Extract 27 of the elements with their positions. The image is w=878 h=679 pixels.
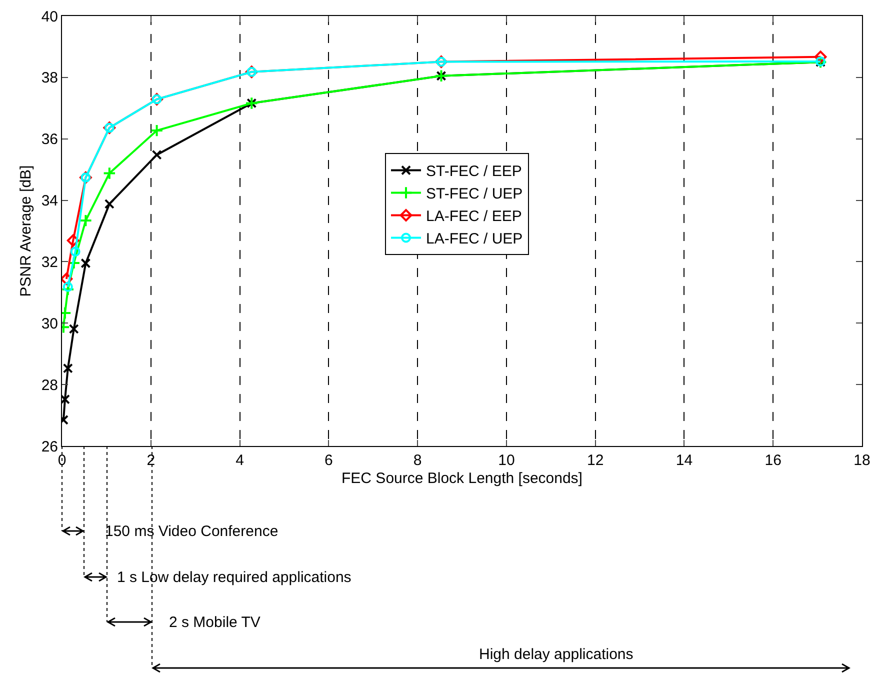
x-tick-label: 8 (413, 452, 422, 469)
x-tick-label: 12 (586, 452, 604, 469)
y-tick-label: 30 (41, 315, 58, 332)
y-tick-label: 28 (41, 376, 58, 394)
legend-label: ST-FEC / EEP (426, 163, 522, 180)
x-tick-label: 0 (58, 452, 66, 469)
x-tick-label: 4 (236, 452, 244, 469)
y-tick-label: 38 (41, 70, 58, 87)
legend-label: LA-FEC / EEP (426, 208, 522, 226)
y-tick-label: 36 (41, 131, 58, 148)
y-tick-label: 40 (41, 8, 58, 26)
legend-label: LA-FEC / UEP (426, 230, 523, 248)
y-tick-label: 26 (41, 438, 58, 456)
x-tick-label: 16 (764, 452, 782, 469)
text: 2 s Mobile TV (169, 614, 260, 631)
text: 1 s Low delay required applications (117, 569, 352, 586)
y-tick-label: 32 (41, 254, 58, 271)
y-tick-label: 34 (41, 192, 58, 210)
x-axis-title: FEC Source Block Length [seconds] (342, 470, 582, 487)
x-tick-label: 18 (854, 452, 870, 469)
x-tick-label: 14 (676, 452, 693, 469)
legend-label: ST-FEC / UEP (426, 186, 523, 203)
text: 150 ms Video Conference (105, 523, 278, 540)
text: High delay applications (479, 646, 634, 663)
x-tick-label: 6 (324, 452, 333, 469)
x-tick-label: 10 (498, 452, 515, 469)
y-axis-title: PSNR Average [dB] (18, 165, 35, 297)
